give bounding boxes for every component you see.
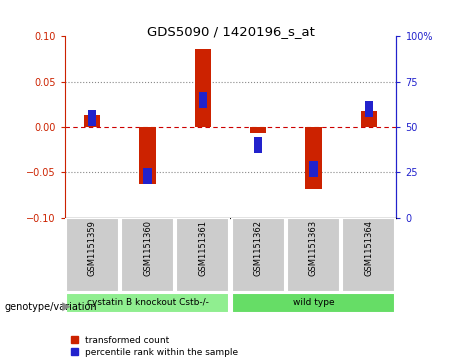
Bar — [309, 160, 318, 177]
Bar — [84, 115, 100, 127]
Bar — [65, 293, 230, 313]
Text: genotype/variation: genotype/variation — [5, 302, 97, 312]
Text: GSM1151363: GSM1151363 — [309, 220, 318, 276]
Bar — [143, 168, 152, 184]
Bar — [176, 218, 230, 292]
Text: GSM1151364: GSM1151364 — [364, 220, 373, 276]
Bar — [250, 127, 266, 133]
Bar — [65, 218, 119, 292]
Text: GSM1151359: GSM1151359 — [88, 220, 97, 276]
Text: GSM1151362: GSM1151362 — [254, 220, 263, 276]
Text: wild type: wild type — [293, 298, 334, 307]
Polygon shape — [62, 302, 71, 311]
Legend: transformed count, percentile rank within the sample: transformed count, percentile rank withi… — [69, 334, 240, 359]
Text: cystatin B knockout Cstb-/-: cystatin B knockout Cstb-/- — [87, 298, 208, 307]
Text: GSM1151361: GSM1151361 — [198, 220, 207, 276]
Bar — [231, 218, 285, 292]
Text: GDS5090 / 1420196_s_at: GDS5090 / 1420196_s_at — [147, 25, 314, 38]
Bar — [254, 137, 262, 153]
Bar — [199, 92, 207, 108]
Bar — [287, 218, 340, 292]
Bar — [88, 110, 96, 126]
Bar — [361, 111, 377, 127]
Bar — [365, 101, 373, 117]
Bar — [121, 218, 174, 292]
Bar — [195, 49, 211, 127]
Bar — [305, 127, 322, 189]
Text: GSM1151360: GSM1151360 — [143, 220, 152, 276]
Bar — [342, 218, 396, 292]
Bar — [231, 293, 396, 313]
Bar — [139, 127, 156, 184]
